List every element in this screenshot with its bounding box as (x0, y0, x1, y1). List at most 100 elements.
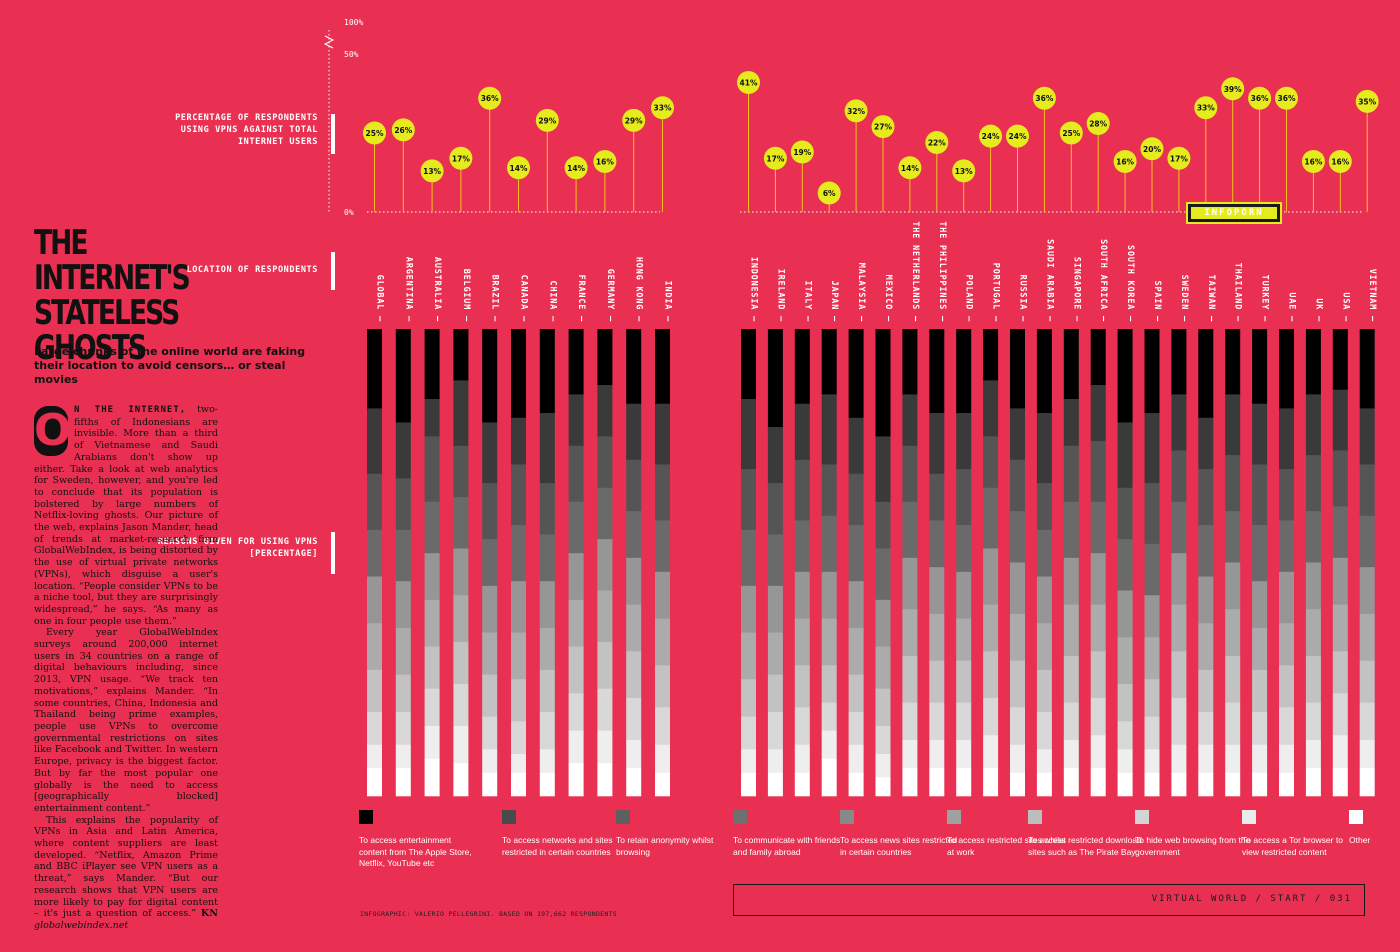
reason-segment (794, 459, 810, 521)
reason-segment (848, 674, 864, 713)
reason-segment (597, 641, 613, 689)
reason-segment (1305, 562, 1321, 610)
reason-segment (956, 618, 972, 661)
reason-segment (794, 403, 810, 461)
reason-segment (1117, 422, 1133, 489)
usage-bubble (622, 108, 646, 132)
reason-segment (929, 660, 945, 703)
reason-segment (424, 646, 440, 689)
reason-segment (875, 688, 891, 727)
usage-bubble (952, 159, 976, 183)
reason-segment (568, 445, 584, 503)
legend-swatch (1349, 810, 1363, 824)
reason-segment (1305, 702, 1321, 741)
country-label: SAUDI ARABIA — (1044, 239, 1054, 322)
reason-segment (1063, 767, 1079, 797)
reason-segment (1010, 459, 1025, 512)
country-label: TURKEY — (1260, 275, 1270, 322)
reason-segment (511, 753, 526, 773)
legend-item: To access networks and sites restricted … (502, 810, 622, 858)
country-label: IRELAND — (775, 269, 785, 322)
reason-segment (902, 394, 918, 447)
reason-segment (568, 394, 584, 447)
reason-segment (367, 529, 382, 577)
reason-segment (482, 632, 498, 675)
reason-segment (1305, 739, 1321, 769)
usage-bubble (363, 121, 386, 145)
usage-label: 41% (740, 78, 758, 87)
reason-segment (1225, 772, 1241, 797)
reason-segment (539, 749, 555, 773)
y-tick-label: 0% (344, 208, 354, 217)
reason-segment (626, 557, 642, 605)
label-marker-pct (331, 114, 335, 154)
usage-label: 39% (1224, 85, 1242, 94)
usage-label: 36% (1251, 94, 1269, 103)
reasons-label: Reasons given for using VPNs [percentage… (157, 537, 318, 559)
usage-bubble (478, 86, 502, 110)
usage-bubble (564, 156, 588, 180)
usage-bubble (979, 124, 1003, 148)
reason-segment (848, 581, 864, 629)
reason-segment (1279, 665, 1294, 708)
reason-segment (511, 772, 526, 797)
reason-segment (367, 576, 382, 624)
reason-segment (626, 403, 642, 461)
reason-segment (767, 534, 783, 587)
usage-label: 24% (982, 132, 1000, 141)
author-initials: KN (201, 908, 218, 920)
legend-item: To access a Tor browser to view restrict… (1242, 810, 1362, 858)
reason-segment (1252, 403, 1268, 465)
usage-label: 32% (847, 107, 865, 116)
country-label: JAPAN — (829, 281, 839, 323)
reason-segment (1171, 744, 1187, 773)
reason-segment (1252, 581, 1268, 629)
reason-segment (1252, 627, 1268, 671)
reason-segment (902, 329, 918, 395)
reason-segment (395, 744, 411, 769)
reason-segment (1144, 543, 1160, 596)
reason-segment (597, 590, 613, 643)
reason-segment (1090, 501, 1106, 554)
reason-segment (1117, 683, 1133, 722)
reason-segment (821, 665, 837, 703)
source-link[interactable]: globalwebindex.net (34, 919, 129, 931)
usage-label: 33% (1197, 104, 1215, 113)
usage-label: 26% (394, 126, 412, 135)
country-label: CANADA — (519, 275, 529, 322)
reason-segment (453, 548, 469, 596)
reason-segment (767, 772, 783, 797)
reason-segment (875, 548, 891, 601)
reason-segment (597, 385, 613, 437)
usage-label: 17% (766, 154, 784, 163)
reason-segment (1010, 772, 1025, 797)
reason-segment (983, 329, 999, 381)
reason-segment (929, 613, 945, 661)
paragraph-2: Every year GlobalWebIndex surveys around… (34, 627, 218, 814)
country-label: HONG KONG — (634, 257, 644, 322)
reason-segment (1063, 702, 1079, 741)
reason-segment (1252, 329, 1268, 405)
usage-label: 35% (1358, 97, 1376, 106)
legend-text: To access restricted download sites such… (1028, 835, 1142, 857)
reason-segment (983, 604, 999, 652)
reason-segment (1332, 735, 1348, 769)
legend-item: To hide web browsing from the government (1135, 810, 1255, 858)
reason-segment (1279, 408, 1294, 470)
reason-segment (626, 767, 642, 797)
reason-segment (767, 427, 783, 484)
reason-segment (956, 660, 972, 703)
reason-segment (1225, 609, 1241, 657)
standfirst: Large chunks of the online world are fak… (34, 345, 306, 386)
reason-segment (956, 702, 972, 741)
label-marker-location (331, 252, 335, 290)
reason-segment (626, 651, 642, 699)
country-label: INDONESIA — (749, 257, 759, 322)
usage-label: 22% (928, 138, 946, 147)
reason-segment (1359, 464, 1375, 517)
reason-segment (626, 459, 642, 512)
reason-segment (1279, 571, 1294, 624)
usage-bubble (651, 96, 674, 120)
usage-label: 20% (1143, 145, 1161, 154)
reason-segment (1036, 772, 1052, 797)
